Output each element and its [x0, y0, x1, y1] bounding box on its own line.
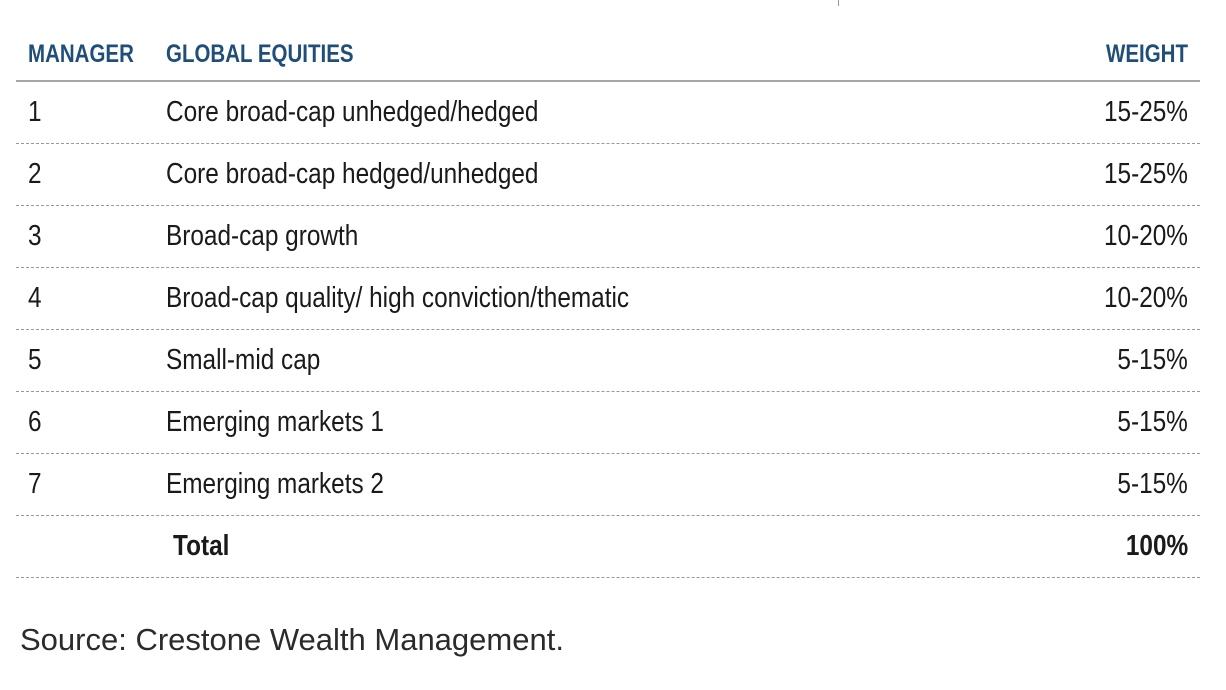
table-row: 5 Small-mid cap 5-15% — [16, 330, 1200, 392]
allocation-table: MANAGER GLOBAL EQUITIES WEIGHT 1 Core br… — [16, 28, 1200, 578]
manager-number: 5 — [28, 344, 42, 376]
manager-number: 7 — [28, 468, 42, 500]
total-label: Total — [173, 530, 230, 562]
strategy-description: Core broad-cap hedged/unhedged — [166, 158, 539, 190]
total-weight: 100% — [1125, 530, 1188, 562]
manager-number: 2 — [28, 158, 42, 190]
weight-range: 5-15% — [1117, 468, 1188, 500]
manager-number: 4 — [28, 282, 42, 314]
table-row: 2 Core broad-cap hedged/unhedged 15-25% — [16, 144, 1200, 206]
header-manager: MANAGER — [28, 40, 134, 68]
manager-number: 3 — [28, 220, 42, 252]
table-row: 3 Broad-cap growth 10-20% — [16, 206, 1200, 268]
table-header: MANAGER GLOBAL EQUITIES WEIGHT — [16, 28, 1200, 82]
top-edge-tick — [838, 0, 839, 6]
weight-range: 10-20% — [1104, 220, 1188, 252]
strategy-description: Emerging markets 1 — [166, 406, 384, 438]
table-row: 1 Core broad-cap unhedged/hedged 15-25% — [16, 82, 1200, 144]
header-weight: WEIGHT — [1106, 40, 1188, 68]
table-row: 6 Emerging markets 1 5-15% — [16, 392, 1200, 454]
strategy-description: Core broad-cap unhedged/hedged — [166, 96, 539, 128]
weight-range: 5-15% — [1117, 344, 1188, 376]
total-row: Total 100% — [16, 516, 1200, 578]
header-global-equities: GLOBAL EQUITIES — [166, 40, 354, 68]
strategy-description: Broad-cap quality/ high conviction/thema… — [166, 282, 630, 314]
table-row: 7 Emerging markets 2 5-15% — [16, 454, 1200, 516]
weight-range: 15-25% — [1104, 96, 1188, 128]
source-note: Source: Crestone Wealth Management. — [20, 622, 564, 657]
manager-number: 1 — [28, 96, 42, 128]
strategy-description: Emerging markets 2 — [166, 468, 384, 500]
weight-range: 15-25% — [1104, 158, 1188, 190]
weight-range: 5-15% — [1117, 406, 1188, 438]
table-row: 4 Broad-cap quality/ high conviction/the… — [16, 268, 1200, 330]
manager-number: 6 — [28, 406, 42, 438]
strategy-description: Broad-cap growth — [166, 220, 359, 252]
weight-range: 10-20% — [1104, 282, 1188, 314]
strategy-description: Small-mid cap — [166, 344, 321, 376]
